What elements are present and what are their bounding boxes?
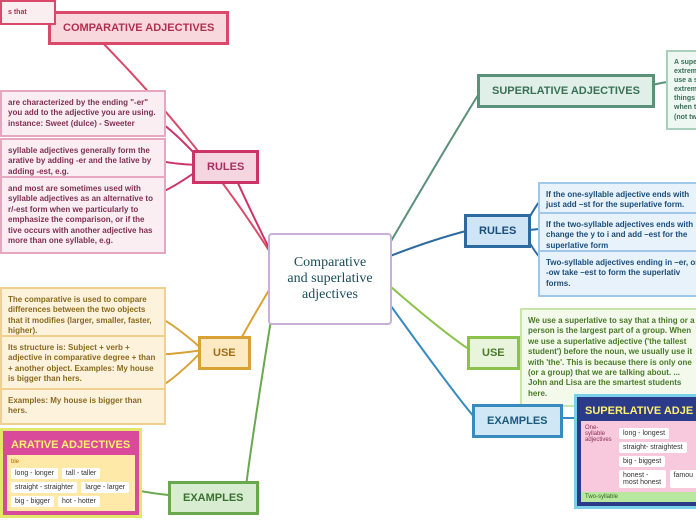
center-title: Comparative and superlative adjectives bbox=[268, 233, 392, 325]
comp-rule3: and most are sometimes used with syllabl… bbox=[0, 176, 166, 254]
comp-rule1: are characterized by the ending "-er" yo… bbox=[0, 90, 166, 137]
comp-use-label: USE bbox=[198, 336, 251, 370]
comp-use3: Examples: My house is bigger than hers. bbox=[0, 388, 166, 425]
comp-rules-label: RULES bbox=[192, 150, 259, 184]
sup-rules-label: RULES bbox=[464, 214, 531, 248]
sup-desc: A supe extrem use a s extrem things when… bbox=[666, 50, 696, 130]
comp-examples-table: ARATIVE ADJECTIVES ble long - longertall… bbox=[0, 428, 142, 518]
comp-use2: Its structure is: Subject + verb + adjec… bbox=[0, 335, 166, 393]
sup-use-text: We use a superlative to say that a thing… bbox=[520, 308, 696, 407]
sup-rule3: Two-syllable adjectives ending in –er, o… bbox=[538, 250, 696, 297]
sup-examples-label: EXAMPLES bbox=[472, 404, 563, 438]
sup-use-label: USE bbox=[467, 336, 520, 370]
comp-snippet: s that bbox=[0, 0, 56, 25]
sup-examples-table: SUPERLATIVE ADJE One-syllable adjectives… bbox=[574, 394, 696, 509]
superlative-title: SUPERLATIVE ADJECTIVES bbox=[477, 74, 655, 108]
comparative-title: COMPARATIVE ADJECTIVES bbox=[48, 11, 229, 45]
comp-examples-label: EXAMPLES bbox=[168, 481, 259, 515]
